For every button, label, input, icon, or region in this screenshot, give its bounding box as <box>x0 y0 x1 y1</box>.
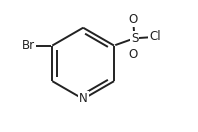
Text: O: O <box>129 13 138 26</box>
Text: Br: Br <box>22 39 35 52</box>
Text: Cl: Cl <box>149 30 161 43</box>
Text: O: O <box>129 48 138 61</box>
Text: N: N <box>79 93 88 105</box>
Text: S: S <box>131 32 138 45</box>
